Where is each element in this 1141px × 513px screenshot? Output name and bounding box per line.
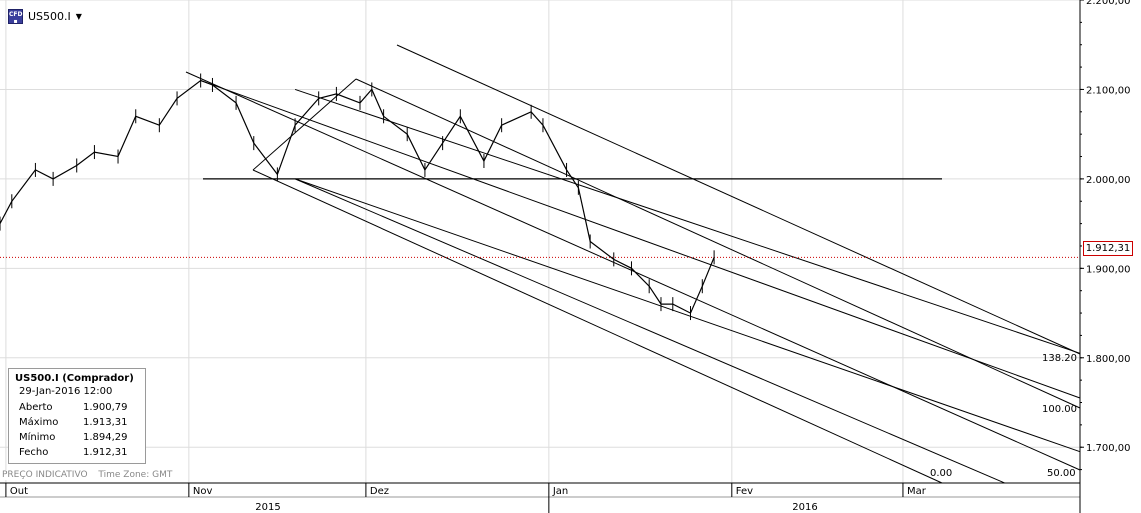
y-tick-label: 2.100,00 xyxy=(1086,85,1131,96)
x-year-label: 2016 xyxy=(792,502,817,513)
channel-line-lower xyxy=(252,169,943,484)
channel-line-top xyxy=(396,44,1081,355)
x-month-label: Out xyxy=(10,486,28,497)
info-row-low: Mínimo 1.894,29 xyxy=(19,430,139,445)
pitchfork-level-label: 100.00 xyxy=(1042,404,1077,415)
y-tick-label: 1.800,00 xyxy=(1086,354,1131,365)
channel-line-upper xyxy=(355,78,1081,409)
chevron-down-icon[interactable]: ▼ xyxy=(75,11,82,21)
info-value: 1.912,31 xyxy=(83,447,128,458)
channel-line xyxy=(200,80,1081,399)
pitchfork-level-label: 138.20 xyxy=(1042,353,1077,364)
pitchfork-handle xyxy=(252,78,357,171)
footnote: PREÇO INDICATIVO Time Zone: GMT xyxy=(2,470,177,480)
info-value: 1.913,31 xyxy=(83,417,128,428)
info-row-open: Aberto 1.900,79 xyxy=(19,400,139,415)
info-value: 1.900,79 xyxy=(83,402,128,413)
x-month-label: Fev xyxy=(736,486,753,497)
last-price-tag: 1.912,31 xyxy=(1083,241,1133,256)
indicative-price-note: PREÇO INDICATIVO xyxy=(2,470,88,480)
info-label: Mínimo xyxy=(19,432,56,443)
info-label: Fecho xyxy=(19,447,49,458)
y-tick-label: 2.200,00 xyxy=(1086,0,1131,7)
y-tick-label: 1.900,00 xyxy=(1086,264,1131,275)
info-label: Máximo xyxy=(19,417,59,428)
pitchfork-level-label: 0.00 xyxy=(930,468,952,479)
channel-line xyxy=(294,88,1081,354)
symbol-name: US500.I xyxy=(28,9,71,23)
info-title: US500.I (Comprador) xyxy=(15,373,134,384)
x-axis-background xyxy=(0,483,1141,513)
symbol-selector[interactable]: CFD ▪ US500.I ▼ xyxy=(8,7,85,25)
x-month-label: Jan xyxy=(552,486,568,497)
channel-line xyxy=(294,178,1081,453)
info-label: Aberto xyxy=(19,402,53,413)
info-datetime: 29-Jan-2016 12:00 xyxy=(19,386,113,397)
info-row-close: Fecho 1.912,31 xyxy=(19,445,139,460)
x-month-label: Nov xyxy=(193,486,213,497)
x-month-label: Dez xyxy=(370,486,389,497)
channel-line-median xyxy=(185,71,1081,471)
ohlc-info-box: US500.I (Comprador) 29-Jan-2016 12:00 Ab… xyxy=(8,368,146,464)
channel-line xyxy=(294,178,1016,488)
info-row-high: Máximo 1.913,31 xyxy=(19,415,139,430)
y-tick-label: 2.000,00 xyxy=(1086,175,1131,186)
info-value: 1.894,29 xyxy=(83,432,128,443)
pitchfork-level-label: 50.00 xyxy=(1047,468,1076,479)
price-series-line xyxy=(0,79,715,314)
x-year-label: 2015 xyxy=(255,502,280,513)
y-tick-label: 1.700,00 xyxy=(1086,443,1131,454)
cfd-icon: CFD ▪ xyxy=(8,8,23,25)
timezone-note: Time Zone: GMT xyxy=(98,470,173,480)
x-month-label: Mar xyxy=(907,486,927,497)
